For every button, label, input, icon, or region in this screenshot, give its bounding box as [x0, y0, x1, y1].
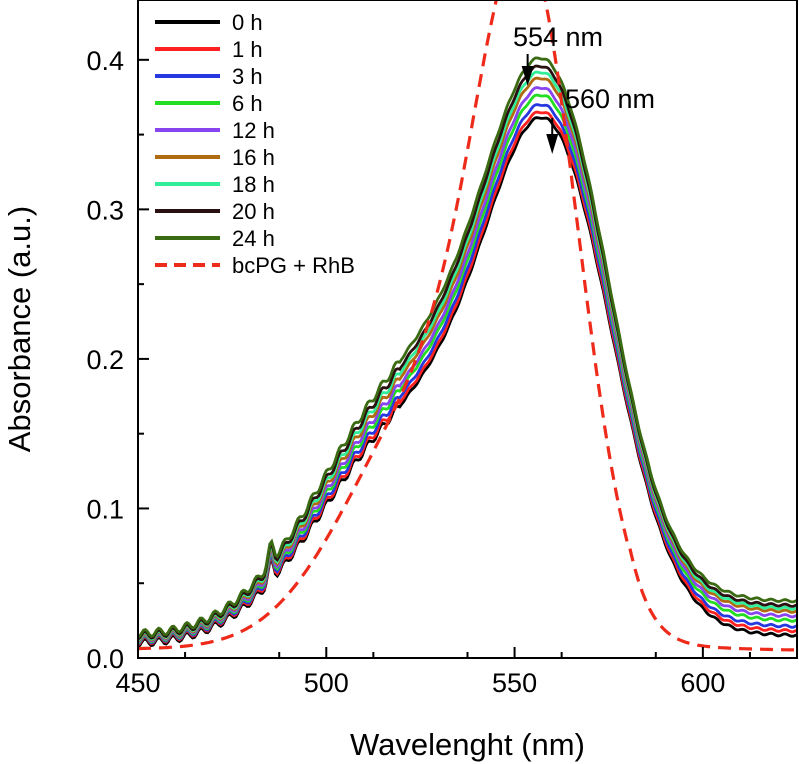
legend-label: 0 h — [232, 10, 263, 35]
x-tick-label: 600 — [680, 668, 725, 698]
series-line-7 — [137, 64, 798, 641]
series-line-2 — [137, 103, 798, 646]
legend-label: 6 h — [232, 91, 263, 116]
x-tick-label: 450 — [115, 668, 160, 698]
y-axis-title: Absorbance (a.u.) — [2, 206, 37, 452]
series-line-6 — [137, 70, 798, 642]
legend-label: 20 h — [232, 199, 275, 224]
annotations: 554 nm 560 nm — [513, 22, 655, 154]
legend-label: 12 h — [232, 118, 275, 143]
annotation-554-arrowhead — [521, 66, 534, 86]
y-tick-label: 0.1 — [86, 494, 124, 524]
series-line-0 — [137, 116, 798, 648]
annotation-554-label: 554 nm — [513, 22, 603, 52]
series-line-1 — [137, 110, 798, 647]
x-axis-title: Wavelenght (nm) — [350, 727, 585, 762]
legend-label: 3 h — [232, 64, 263, 89]
ticks-layer: 450 500 550 600 0.0 0.1 0.2 0.3 0.4 — [86, 46, 751, 698]
legend-label: 18 h — [232, 172, 275, 197]
legend-label: bcPG + RhB — [232, 253, 355, 278]
series-layer — [137, 0, 798, 652]
series-line-9 — [137, 0, 797, 652]
y-tick-label: 0.0 — [86, 644, 124, 674]
legend-label: 24 h — [232, 226, 275, 251]
annotation-560-arrowhead — [546, 134, 559, 154]
series-line-5 — [137, 76, 798, 643]
legend-label: 1 h — [232, 37, 263, 62]
series-line-4 — [137, 86, 798, 644]
legend-label: 16 h — [232, 145, 275, 170]
x-tick-label: 500 — [304, 668, 349, 698]
series-line-3 — [137, 93, 798, 645]
x-tick-label: 550 — [492, 668, 537, 698]
series-line-8 — [137, 56, 798, 639]
y-tick-label: 0.2 — [86, 345, 124, 375]
annotation-560-label: 560 nm — [565, 84, 655, 114]
y-tick-label: 0.4 — [86, 46, 124, 76]
y-tick-label: 0.3 — [86, 195, 124, 225]
